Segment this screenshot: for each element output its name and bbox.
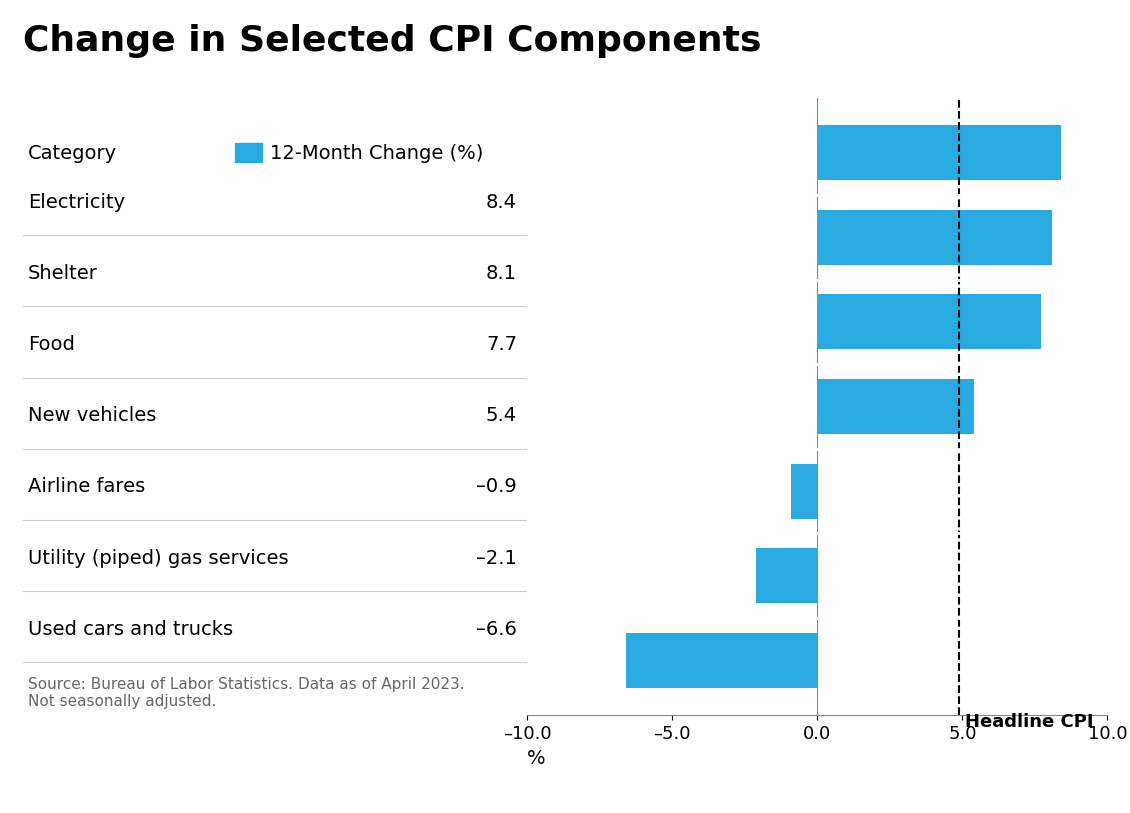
Bar — [791, 463, 817, 519]
Text: 7.7: 7.7 — [486, 335, 518, 354]
Text: 12-Month Change (%): 12-Month Change (%) — [270, 144, 484, 163]
X-axis label: %: % — [528, 749, 546, 767]
Text: Category: Category — [27, 144, 116, 163]
Text: 8.1: 8.1 — [486, 264, 518, 283]
Text: Electricity: Electricity — [27, 193, 124, 212]
Bar — [817, 125, 1061, 180]
Bar — [817, 210, 1052, 265]
Text: Food: Food — [27, 335, 75, 354]
Bar — [817, 379, 974, 434]
Text: Change in Selected CPI Components: Change in Selected CPI Components — [23, 24, 762, 59]
Text: –0.9: –0.9 — [477, 477, 518, 497]
Text: 5.4: 5.4 — [486, 406, 518, 425]
Text: Used cars and trucks: Used cars and trucks — [27, 620, 233, 639]
Text: –2.1: –2.1 — [476, 549, 518, 567]
Text: Headline CPI: Headline CPI — [965, 713, 1094, 731]
Text: 8.4: 8.4 — [486, 193, 518, 212]
Bar — [626, 633, 817, 688]
Bar — [756, 548, 817, 603]
Text: Source: Bureau of Labor Statistics. Data as of April 2023.
Not seasonally adjust: Source: Bureau of Labor Statistics. Data… — [27, 677, 464, 709]
Text: Shelter: Shelter — [27, 264, 97, 283]
Bar — [817, 294, 1041, 350]
Text: Airline fares: Airline fares — [27, 477, 145, 497]
Bar — [235, 143, 262, 162]
Text: New vehicles: New vehicles — [27, 406, 156, 425]
Text: Utility (piped) gas services: Utility (piped) gas services — [27, 549, 288, 567]
Text: –6.6: –6.6 — [476, 620, 518, 639]
